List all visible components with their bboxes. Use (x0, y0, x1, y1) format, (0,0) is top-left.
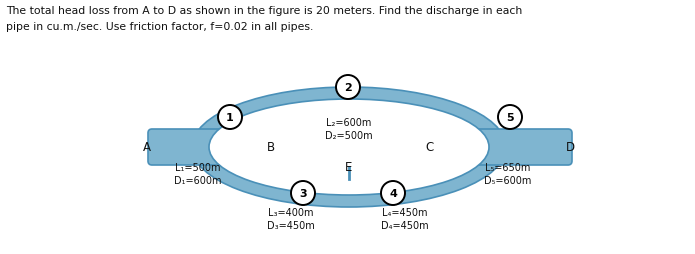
Circle shape (381, 181, 405, 205)
FancyBboxPatch shape (425, 130, 572, 165)
FancyBboxPatch shape (148, 130, 276, 165)
Text: E: E (345, 161, 352, 174)
Ellipse shape (192, 88, 506, 207)
Text: L₁=500m
D₁=600m: L₁=500m D₁=600m (174, 162, 222, 185)
Circle shape (218, 106, 242, 130)
Circle shape (336, 76, 360, 100)
Circle shape (291, 181, 315, 205)
Text: pipe in cu.m./sec. Use friction factor, f=0.02 in all pipes.: pipe in cu.m./sec. Use friction factor, … (6, 22, 313, 32)
Text: L₃=400m
D₃=450m: L₃=400m D₃=450m (267, 207, 315, 230)
Text: D: D (566, 141, 575, 154)
Ellipse shape (209, 100, 489, 195)
Circle shape (498, 106, 522, 130)
Text: A: A (143, 141, 151, 154)
Text: L₅=650m
D₅=600m: L₅=650m D₅=600m (484, 162, 532, 185)
Text: 5: 5 (506, 113, 514, 122)
Text: The total head loss from A to D as shown in the figure is 20 meters. Find the di: The total head loss from A to D as shown… (6, 6, 522, 16)
Text: 1: 1 (226, 113, 234, 122)
Text: 4: 4 (389, 188, 397, 198)
Text: L₂=600m
D₂=500m: L₂=600m D₂=500m (325, 118, 373, 141)
Text: L₄=450m
D₄=450m: L₄=450m D₄=450m (381, 207, 429, 230)
Text: 3: 3 (299, 188, 306, 198)
Text: C: C (426, 141, 434, 154)
Text: B: B (267, 141, 275, 154)
Text: 2: 2 (344, 83, 352, 93)
